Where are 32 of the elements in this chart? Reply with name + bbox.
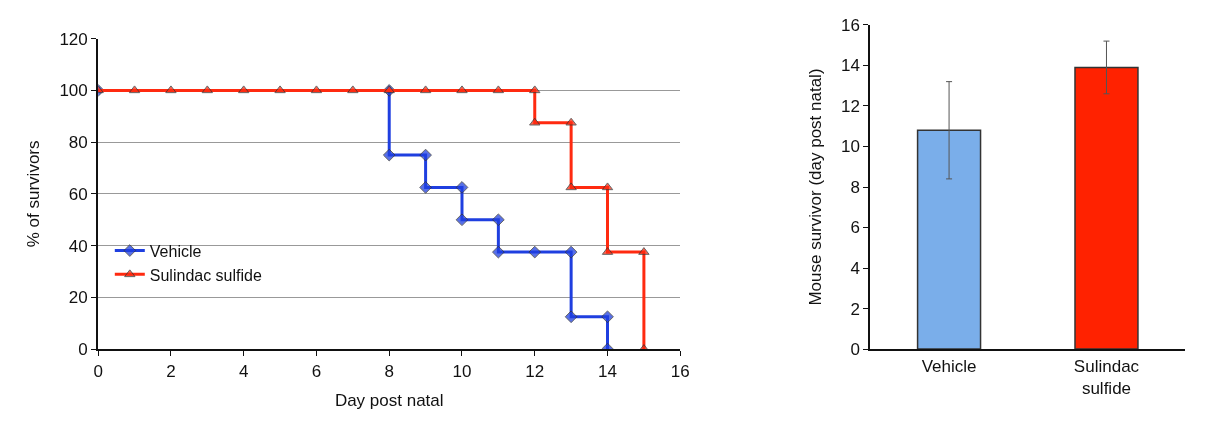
- legend-label: Vehicle: [149, 242, 202, 260]
- y-axis-title: Mouse survivor (day post natal): [806, 68, 826, 306]
- x-tick-label: 14: [598, 361, 617, 381]
- x-tick-label: 6: [311, 361, 322, 381]
- y-tick-label: 120: [59, 29, 88, 49]
- x-tick-label: 10: [452, 361, 472, 381]
- x-tick-label: 16: [670, 361, 690, 381]
- x-tick-label: 4: [238, 361, 249, 381]
- x-tick-label: Vehicle: [921, 356, 977, 376]
- y-tick-label: 40: [68, 236, 88, 256]
- y-tick-label: 20: [68, 288, 88, 308]
- y-axis-title: % of survivors: [24, 140, 44, 248]
- x-tick-label: Sulindac sulfide: [1073, 356, 1140, 398]
- y-tick-label: 80: [68, 133, 88, 153]
- y-tick-label: 6: [850, 218, 860, 238]
- y-tick-label: 14: [841, 56, 860, 76]
- y-tick-label: 100: [59, 81, 88, 101]
- x-tick-label: 12: [525, 361, 545, 381]
- y-tick-label: 12: [841, 96, 860, 116]
- x-axis-title: Day post natal: [334, 391, 444, 411]
- y-tick-label: 2: [850, 299, 860, 319]
- y-tick-label: 0: [78, 340, 88, 360]
- x-tick-label: 2: [166, 361, 176, 381]
- legend-label: Sulindac sulfide: [149, 266, 262, 284]
- y-tick-label: 8: [850, 177, 860, 197]
- y-tick-label: 10: [841, 137, 860, 157]
- y-tick-label: 4: [850, 259, 860, 279]
- x-tick-label: 0: [93, 361, 103, 381]
- x-tick-label: 8: [384, 361, 394, 381]
- y-tick-label: 16: [841, 15, 860, 35]
- y-tick-label: 60: [68, 184, 88, 204]
- y-tick-label: 0: [850, 340, 860, 360]
